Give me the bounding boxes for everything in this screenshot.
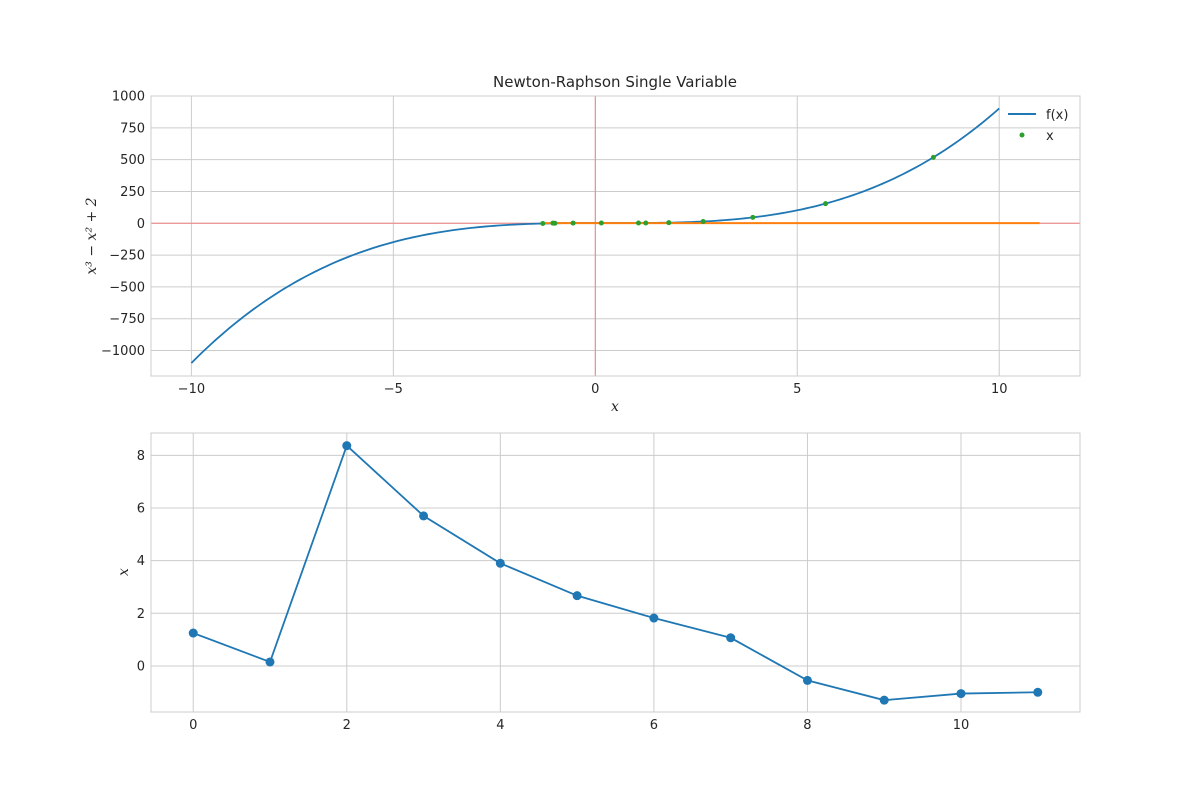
chart1-y-tick-label: 0 — [137, 217, 145, 232]
chart1-ticks: −10 −5 0 5 10 −1000 −750 −500 −250 0 250 500 750 1000 — [101, 90, 1007, 398]
chart2-y-tick-label: 8 — [137, 449, 145, 464]
newton-raphson-chart: −10 −5 0 5 10 −1000 −750 −500 −250 0 250 500 750 1000… — [84, 73, 1081, 415]
iterate-point — [930, 154, 936, 160]
iterate-point — [570, 220, 576, 226]
chart1-y-tick-label: −1000 — [101, 344, 145, 359]
iteration-point — [342, 441, 352, 451]
chart2-y-tick-label: 0 — [137, 659, 145, 674]
chart2-y-tick-label: 2 — [137, 607, 145, 622]
iteration-point — [879, 695, 889, 705]
chart2-series — [188, 441, 1043, 705]
chart2-y-tick-label: 4 — [137, 554, 145, 569]
chart1-x-tick-label: −10 — [178, 382, 205, 397]
chart1-x-tick-label: −5 — [384, 382, 403, 397]
iteration-point — [1033, 687, 1043, 697]
chart2-y-tick-label: 6 — [137, 502, 145, 517]
chart1-y-tick-label: −750 — [109, 312, 145, 327]
chart2-y-axis-label: x — [116, 568, 132, 576]
iterate-point — [540, 221, 546, 227]
iteration-point — [802, 675, 812, 685]
chart2-x-tick-label: 10 — [953, 718, 970, 733]
iteration-point — [956, 689, 966, 699]
iterate-point — [750, 214, 756, 220]
iteration-point — [265, 657, 275, 667]
iteration-point — [419, 511, 429, 521]
iterate-point — [636, 220, 642, 226]
chart1-y-axis-label: x³ − x² + 2 — [84, 197, 100, 274]
iteration-point — [495, 558, 505, 568]
chart2-x-tick-label: 8 — [803, 718, 811, 733]
chart1-y-tick-label: −500 — [109, 280, 145, 295]
iterate-point — [823, 201, 829, 207]
chart1-y-tick-label: 250 — [120, 185, 145, 200]
iterate-point — [598, 220, 604, 226]
legend-x-marker — [1019, 132, 1025, 138]
iterate-point — [700, 219, 706, 225]
legend-fx-label: f(x) — [1046, 108, 1068, 123]
iterations-chart: 0 2 4 6 8 10 0 2 4 6 8 x — [116, 432, 1081, 733]
chart1-x-tick-label: 10 — [991, 382, 1008, 397]
iteration-point — [188, 628, 198, 638]
iteration-point — [726, 633, 736, 643]
iterate-point — [643, 220, 649, 226]
chart1-x-tick-label: 0 — [591, 382, 599, 397]
iterate-point — [666, 220, 672, 226]
chart2-x-tick-label: 6 — [650, 718, 658, 733]
chart2-ticks: 0 2 4 6 8 10 0 2 4 6 8 — [137, 449, 970, 733]
iterate-point — [552, 220, 558, 226]
chart1-y-tick-label: 750 — [120, 121, 145, 136]
chart2-plot-area — [151, 433, 1080, 712]
legend-x-label: x — [1046, 129, 1054, 144]
iteration-point — [572, 591, 582, 601]
chart2-x-tick-label: 4 — [496, 718, 504, 733]
chart1-y-tick-label: 500 — [120, 153, 145, 168]
chart1-plot-area — [151, 96, 1080, 376]
chart1-title: Newton-Raphson Single Variable — [493, 73, 737, 91]
chart1-x-tick-label: 5 — [793, 382, 801, 397]
chart1-y-tick-label: 1000 — [112, 90, 145, 105]
chart2-x-tick-label: 2 — [343, 718, 351, 733]
iteration-point — [649, 613, 659, 623]
chart2-frame — [150, 432, 1081, 713]
chart1-series — [190, 107, 1040, 364]
chart1-x-axis-label: x — [611, 399, 619, 415]
chart2-x-tick-label: 0 — [189, 718, 197, 733]
chart1-y-tick-label: −250 — [109, 249, 145, 264]
iteration-line — [192, 444, 1038, 702]
chart1-frame — [150, 95, 1081, 377]
chart1-legend: f(x) x — [1008, 108, 1068, 144]
